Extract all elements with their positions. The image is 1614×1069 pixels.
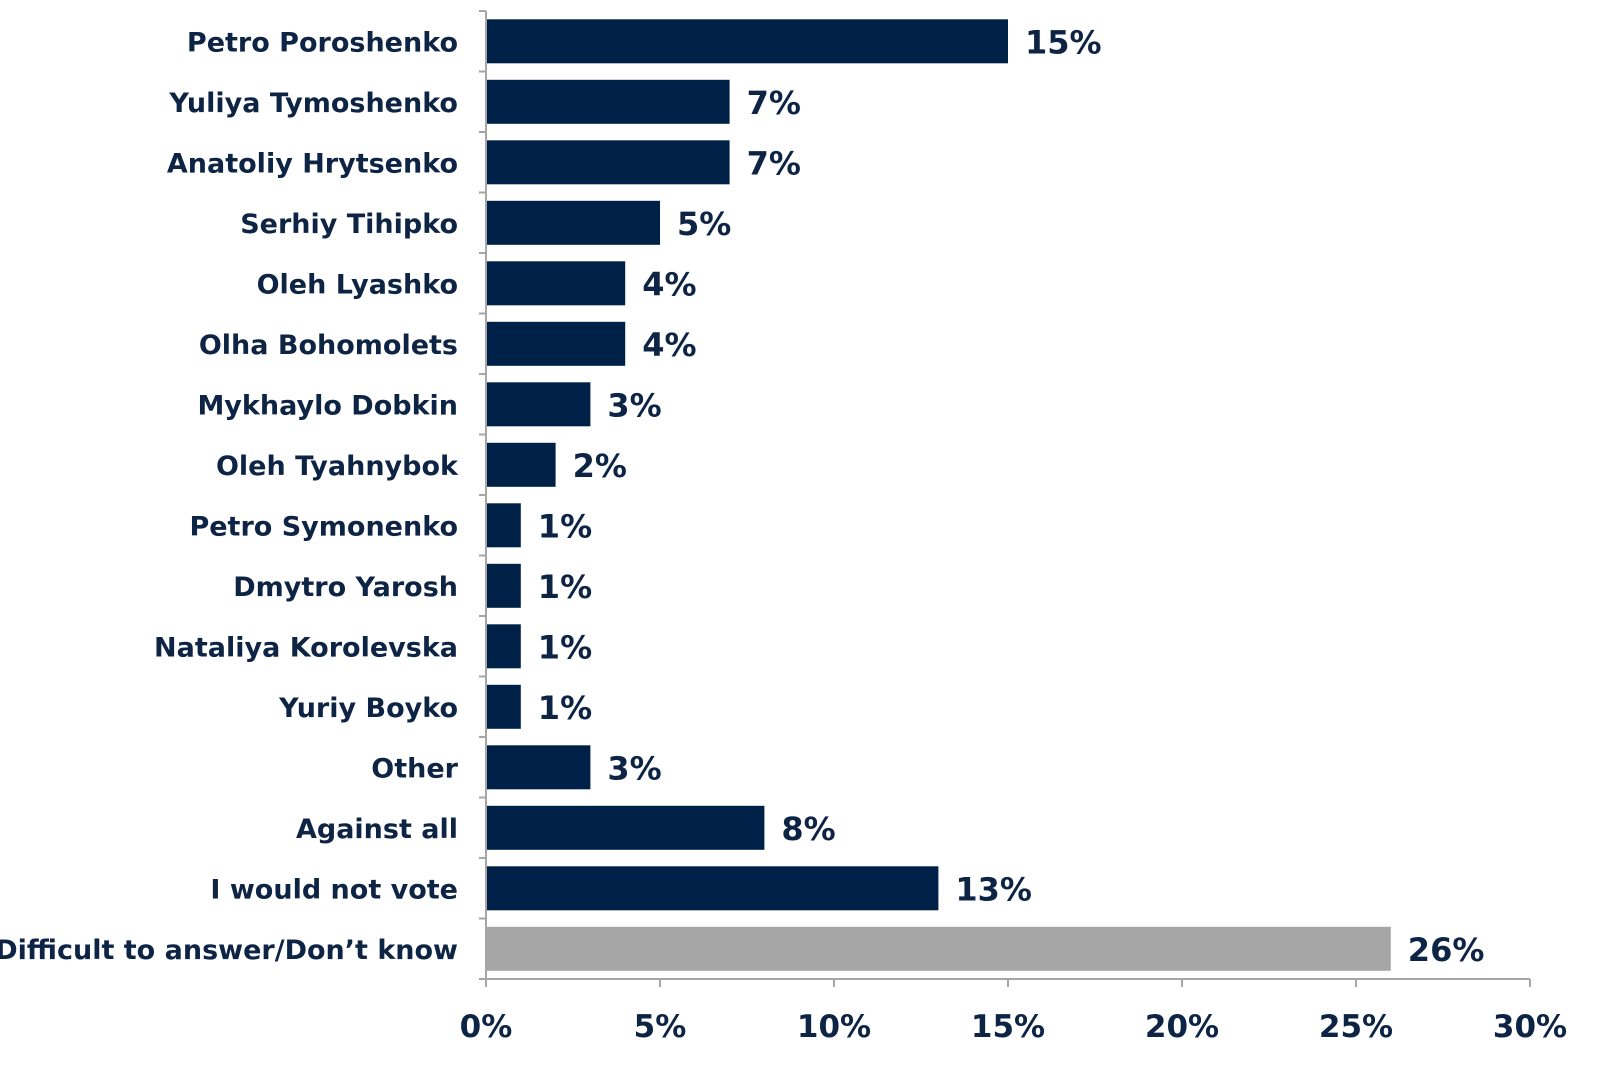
data-label: 5% [677, 205, 731, 243]
x-tick-label: 25% [1319, 1009, 1393, 1045]
x-tick-label: 5% [634, 1009, 687, 1045]
category-label: Olha Bohomolets [199, 330, 458, 361]
bar [486, 866, 939, 911]
bar [486, 503, 521, 548]
category-label: Difficult to answer/Don’t know [0, 935, 458, 966]
data-label: 3% [607, 386, 661, 424]
bar [486, 321, 626, 366]
category-label: Yuriy Boyko [278, 693, 458, 724]
data-label: 26% [1408, 931, 1485, 969]
bar [486, 79, 730, 124]
data-label: 8% [781, 810, 835, 848]
data-label: 1% [538, 568, 592, 606]
bar [486, 684, 521, 729]
bar [486, 624, 521, 669]
bar [486, 140, 730, 185]
data-label: 1% [538, 628, 592, 666]
x-tick-label: 10% [797, 1009, 871, 1045]
category-label: Anatoliy Hrytsenko [167, 148, 458, 179]
bar [486, 261, 626, 306]
category-label: Petro Symonenko [189, 511, 458, 542]
category-label: Yuliya Tymoshenko [168, 88, 458, 119]
data-label: 2% [573, 447, 627, 485]
category-label: Oleh Lyashko [257, 269, 458, 300]
category-label: Dmytro Yarosh [233, 572, 458, 603]
bar [486, 745, 591, 790]
category-label: Other [371, 753, 458, 784]
category-label: Oleh Tyahnybok [216, 451, 459, 482]
category-label: Nataliya Korolevska [154, 632, 458, 663]
bar [486, 926, 1391, 971]
data-label: 3% [607, 749, 661, 787]
data-label: 15% [1025, 23, 1102, 61]
bar [486, 19, 1008, 64]
bar [486, 382, 591, 427]
x-tick-label: 15% [971, 1009, 1045, 1045]
data-label: 1% [538, 689, 592, 727]
bar [486, 805, 765, 850]
data-label: 7% [747, 84, 801, 122]
category-label: Petro Poroshenko [187, 27, 458, 58]
bar [486, 200, 660, 245]
category-label: I would not vote [210, 874, 458, 905]
data-label: 4% [642, 326, 696, 364]
category-label: Serhiy Tihipko [240, 209, 458, 240]
data-label: 7% [747, 144, 801, 182]
x-tick-label: 30% [1493, 1009, 1567, 1045]
x-tick-label: 20% [1145, 1009, 1219, 1045]
data-label: 1% [538, 507, 592, 545]
bar [486, 563, 521, 608]
category-label: Against all [296, 814, 458, 845]
category-label: Mykhaylo Dobkin [197, 390, 458, 421]
data-label: 13% [955, 870, 1032, 908]
data-label: 4% [642, 265, 696, 303]
bar [486, 442, 556, 487]
x-tick-label: 0% [460, 1009, 513, 1045]
